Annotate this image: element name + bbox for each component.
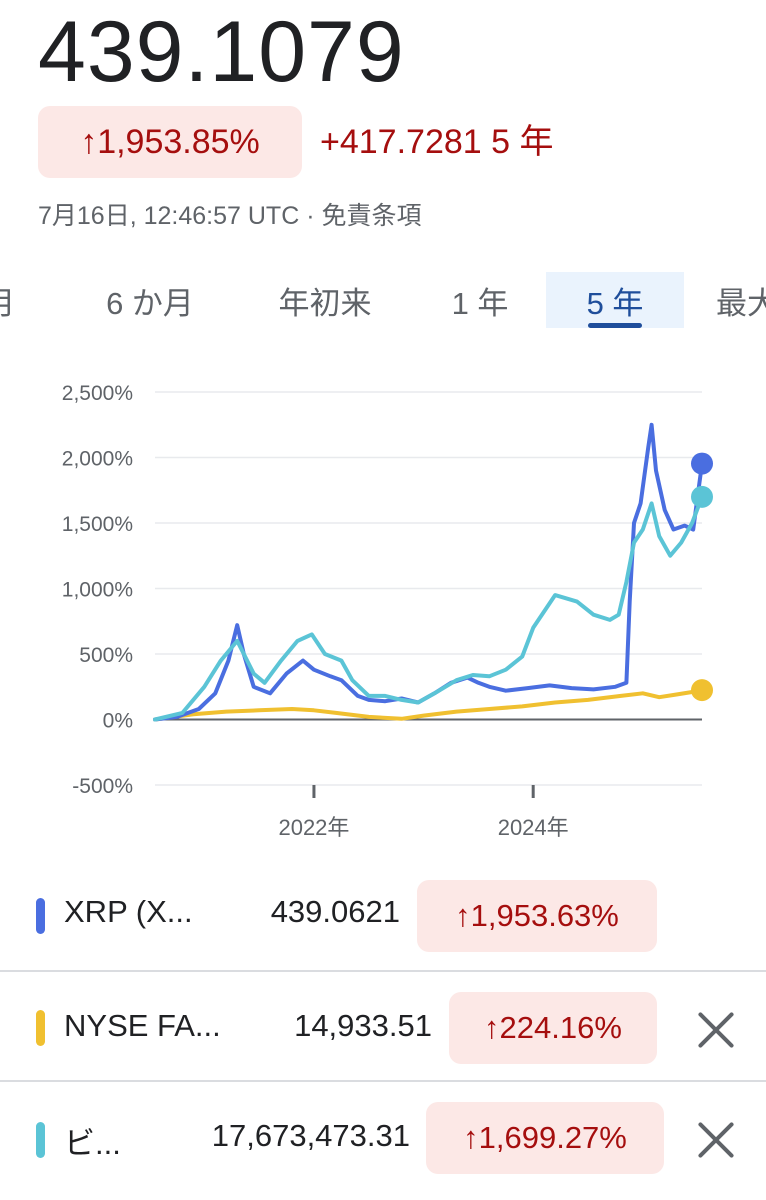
legend-row-nyse-fang[interactable]: NYSE FA... 14,933.51 ↑224.16% — [0, 972, 766, 1082]
series-value: 439.0621 — [270, 894, 400, 929]
series-color-bar — [36, 898, 45, 934]
tab-max[interactable]: 最大 — [716, 285, 766, 321]
y-tick-label: 0% — [103, 710, 133, 733]
series-line — [153, 422, 704, 722]
y-tick-label: 1,000% — [62, 579, 133, 602]
legend-row-bitcoin[interactable]: ビ... 17,673,473.31 ↑1,699.27% — [0, 1082, 766, 1192]
series-line — [153, 688, 704, 722]
remove-series-icon[interactable] — [694, 1008, 738, 1052]
series-end-point — [691, 452, 713, 475]
y-tick-label: 500% — [79, 644, 133, 667]
active-tab-indicator — [588, 323, 642, 328]
series-change-badge: ↑1,953.63% — [417, 880, 657, 952]
tab-ytd[interactable]: 年初来 — [278, 285, 372, 321]
range-tabs: 月 6 か月 年初来 1 年 5 年 最大 — [0, 272, 766, 330]
series-color-bar — [36, 1122, 45, 1158]
series-end-point — [691, 485, 713, 508]
tab-1-year[interactable]: 1 年 — [451, 285, 509, 321]
series-line — [153, 494, 704, 722]
tab-6-months[interactable]: 6 か月 — [106, 285, 194, 321]
x-tick-label: 2022年 — [278, 815, 349, 840]
y-tick-label: -500% — [72, 775, 133, 798]
series-name: XRP (X... — [64, 894, 193, 929]
y-tick-label: 2,000% — [62, 448, 133, 471]
tab-month[interactable]: 月 — [0, 272, 30, 328]
legend-row-xrp[interactable]: XRP (X... 439.0621 ↑1,953.63% — [0, 862, 766, 972]
series-end-point — [691, 679, 713, 702]
series-value: 14,933.51 — [294, 1008, 432, 1043]
x-axis: 2022年 2024年 — [278, 785, 569, 840]
series-name: NYSE FA... — [64, 1008, 221, 1043]
timestamp-disclaimer[interactable]: 7月16日, 12:46:57 UTC · 免責条項 — [38, 202, 422, 230]
tab-5-years-label: 5 年 — [586, 285, 644, 321]
x-tick-label: 2024年 — [498, 815, 569, 840]
comparison-chart[interactable]: 2,500% 2,000% 1,500% 1,000% 500% 0% -500% 2022… — [0, 360, 766, 860]
change-value: +417.7281 5 年 — [320, 123, 554, 161]
y-axis: 2,500% 2,000% 1,500% 1,000% 500% 0% -500% — [62, 382, 133, 798]
y-tick-label: 2,500% — [62, 382, 133, 405]
tab-5-years[interactable]: 5 年 — [546, 272, 684, 328]
y-tick-label: 1,500% — [62, 513, 133, 536]
series-value: 17,673,473.31 — [211, 1118, 410, 1153]
chart-series — [153, 422, 713, 722]
series-name: ビ... — [64, 1126, 121, 1161]
remove-series-icon[interactable] — [694, 1118, 738, 1162]
series-change-badge: ↑1,699.27% — [426, 1102, 664, 1174]
price-value: 439.1079 — [38, 4, 405, 100]
series-change-badge: ↑224.16% — [449, 992, 657, 1064]
series-color-bar — [36, 1010, 45, 1046]
chart-grid — [155, 391, 702, 786]
change-percent-badge: ↑1,953.85% — [38, 106, 302, 178]
